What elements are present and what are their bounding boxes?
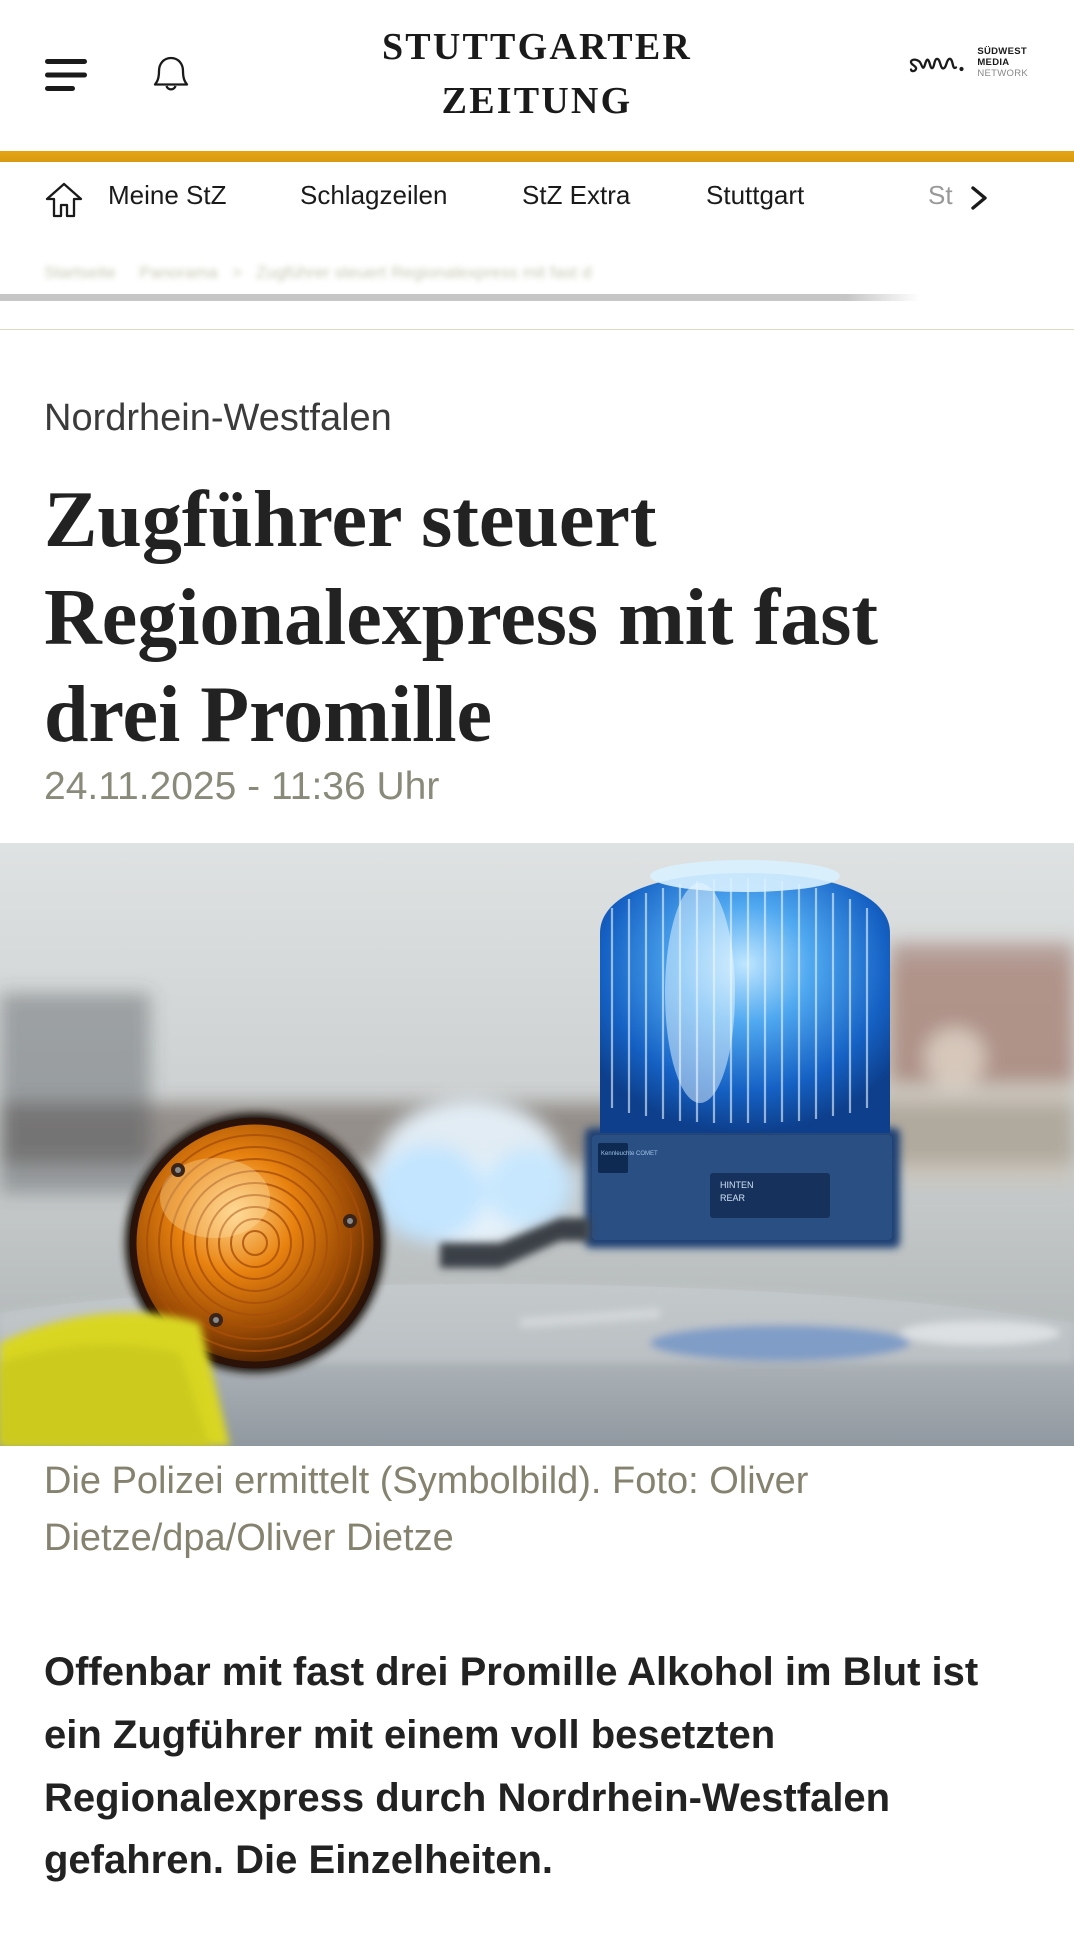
svg-text:Kennleuchte COMET: Kennleuchte COMET xyxy=(601,1151,658,1157)
svg-text:REAR: REAR xyxy=(720,1193,746,1203)
svg-text:HINTEN: HINTEN xyxy=(720,1180,754,1190)
